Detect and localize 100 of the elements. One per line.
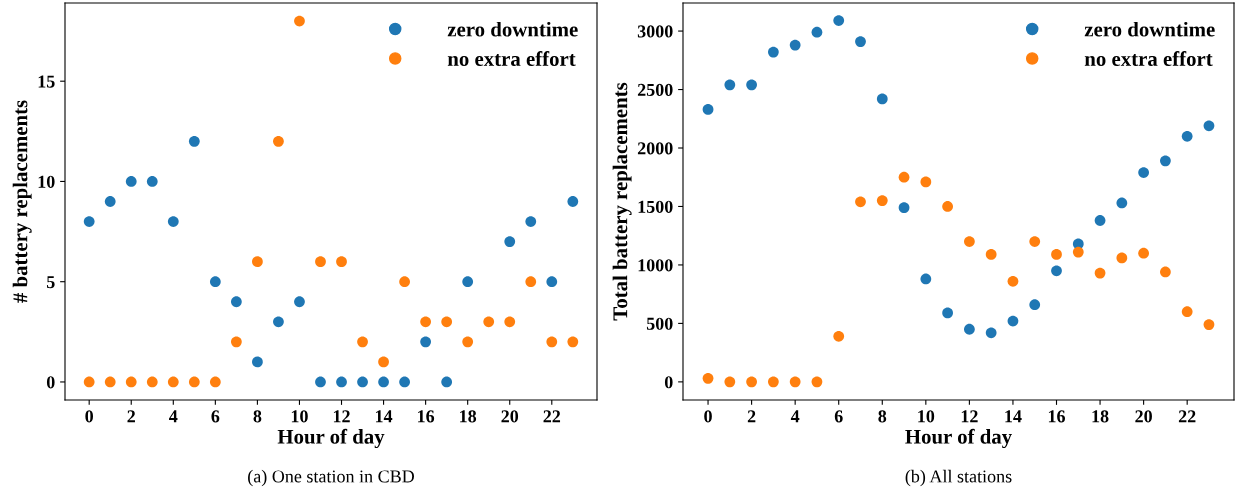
x-tick-label: 6 xyxy=(834,410,843,423)
point xyxy=(188,135,200,147)
y-tick-label: 10 xyxy=(38,175,55,188)
y-tick-label: 3000 xyxy=(637,25,673,38)
y-axis-title: # battery replacements xyxy=(12,100,32,303)
point xyxy=(789,39,801,51)
x-tick-label: 18 xyxy=(1092,410,1109,423)
point xyxy=(420,316,431,328)
point xyxy=(942,307,953,319)
point xyxy=(146,176,158,187)
x-tick-label: 2 xyxy=(747,410,756,423)
point xyxy=(746,376,757,388)
point xyxy=(811,26,823,38)
y-tick-label: 1000 xyxy=(638,259,673,272)
point xyxy=(1203,319,1215,330)
point xyxy=(188,376,200,388)
y-tick-label: 2500 xyxy=(637,83,673,96)
point xyxy=(768,46,779,58)
point xyxy=(833,330,845,342)
point xyxy=(1138,247,1149,259)
text: (a) One station in CBD xyxy=(248,469,415,487)
point xyxy=(942,201,953,212)
point xyxy=(252,256,263,268)
point xyxy=(1094,267,1106,279)
x-tick-label: 0 xyxy=(704,410,712,423)
point xyxy=(746,79,757,91)
point xyxy=(546,276,558,288)
point xyxy=(125,176,137,187)
point xyxy=(462,276,474,288)
point xyxy=(357,376,368,388)
y-tick-label: 1500 xyxy=(638,200,673,213)
point xyxy=(1029,236,1041,247)
point xyxy=(1203,120,1215,132)
point xyxy=(1007,315,1019,327)
point xyxy=(273,316,284,328)
x-tick-label: 8 xyxy=(878,410,887,423)
point xyxy=(209,376,221,388)
point xyxy=(1160,155,1171,167)
point xyxy=(1138,167,1149,178)
point xyxy=(876,195,888,206)
y-tick-label: 0 xyxy=(664,376,673,389)
point xyxy=(525,216,537,227)
point xyxy=(231,296,242,308)
x-tick-label: 2 xyxy=(127,410,135,423)
point xyxy=(315,256,326,268)
y-tick-label: 2000 xyxy=(637,142,673,155)
point xyxy=(209,276,221,288)
point xyxy=(167,376,179,388)
x-tick-label: 18 xyxy=(460,410,477,423)
point xyxy=(441,316,453,328)
point xyxy=(420,336,431,348)
point xyxy=(483,316,495,328)
x-tick-label: 12 xyxy=(333,410,350,423)
point xyxy=(315,376,326,388)
point xyxy=(1181,130,1193,142)
point xyxy=(104,376,116,388)
point xyxy=(1116,197,1128,209)
point xyxy=(378,376,389,388)
x-tick-label: 20 xyxy=(501,410,519,423)
point xyxy=(964,323,975,335)
point xyxy=(1181,306,1193,318)
point xyxy=(702,372,714,384)
legend-label: zero downtime xyxy=(447,21,578,37)
point xyxy=(504,316,516,328)
x-tick-label: 0 xyxy=(85,410,94,423)
point xyxy=(724,79,736,91)
point xyxy=(898,202,910,214)
x-axis-title: Hour of day xyxy=(277,428,385,449)
point xyxy=(985,249,997,260)
point xyxy=(125,376,137,388)
point xyxy=(1094,215,1106,226)
point xyxy=(231,336,242,348)
point xyxy=(789,376,801,388)
point xyxy=(1116,252,1128,264)
point xyxy=(167,216,179,227)
x-tick-label: 6 xyxy=(211,410,220,423)
point xyxy=(546,336,558,348)
point xyxy=(920,176,932,188)
point xyxy=(1029,299,1041,311)
point xyxy=(920,273,932,285)
point xyxy=(294,15,305,27)
x-tick-label: 14 xyxy=(375,410,393,423)
x-tick-label: 20 xyxy=(1135,410,1152,423)
text: (b) All stations xyxy=(905,469,1012,487)
y-tick-label: 5 xyxy=(46,276,55,289)
x-tick-label: 4 xyxy=(169,410,178,423)
y-tick-label: 15 xyxy=(38,75,55,88)
x-tick-label: 16 xyxy=(1048,410,1065,423)
x-tick-label: 16 xyxy=(418,410,435,423)
point xyxy=(1051,249,1062,260)
point xyxy=(83,216,95,227)
point xyxy=(294,296,305,308)
x-tick-label: 12 xyxy=(961,410,978,423)
point xyxy=(378,356,389,368)
point xyxy=(898,171,910,183)
point xyxy=(833,15,845,26)
point xyxy=(441,376,453,388)
point xyxy=(876,93,888,105)
x-tick-label: 22 xyxy=(543,410,561,423)
y-tick-label: 500 xyxy=(646,317,673,330)
